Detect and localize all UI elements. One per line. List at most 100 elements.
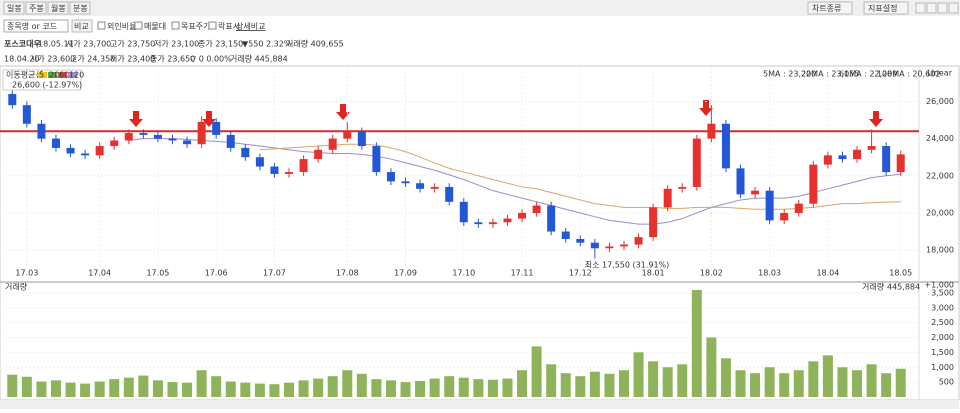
volume-bar	[182, 382, 193, 397]
candle-body	[765, 190, 774, 221]
volume-bar	[852, 370, 863, 397]
volume-bar	[822, 355, 833, 397]
dropdown-label[interactable]: 지표설정	[868, 3, 897, 13]
volume-bar	[65, 382, 76, 397]
volume-bar	[881, 373, 892, 397]
tab[interactable]	[47, 1, 69, 15]
volume-bar	[662, 367, 673, 397]
tab[interactable]	[3, 1, 25, 15]
volume-bar	[109, 379, 120, 397]
candle-body	[416, 183, 425, 189]
toolbar	[0, 0, 960, 16]
volume-bar	[677, 364, 688, 397]
candle-body	[197, 121, 206, 145]
candle-body	[853, 149, 862, 160]
checkbox-label[interactable]: 목표주가	[181, 22, 211, 31]
chart-frame	[0, 65, 960, 401]
candle-body	[66, 147, 75, 154]
volume-bar	[50, 380, 61, 397]
volume-bar	[691, 289, 702, 397]
candle-body	[649, 207, 658, 238]
candle-body	[590, 242, 599, 249]
info-item: ▽ 0 0.00%	[190, 55, 232, 64]
candle-body	[401, 181, 410, 184]
tab-label[interactable]: 분봉	[73, 4, 88, 13]
volume-bar	[342, 370, 353, 397]
y-tick-label: 20,000	[926, 208, 954, 217]
checkbox-label[interactable]: 외인비율	[107, 21, 136, 31]
dropdown[interactable]	[863, 1, 909, 15]
candle-body	[22, 105, 31, 124]
icon-button[interactable]	[915, 2, 926, 14]
search-placeholder[interactable]: 종목명 or 코드	[7, 21, 57, 31]
volume-bar	[764, 367, 775, 397]
volume-bar	[458, 377, 469, 397]
volume-bar	[589, 371, 600, 397]
x-tick-label: 18.05	[889, 269, 912, 278]
icon-button[interactable]	[948, 2, 959, 14]
candle-body	[882, 146, 891, 173]
volume-bar	[793, 370, 804, 397]
search-box[interactable]	[3, 19, 69, 33]
checkbox[interactable]	[134, 21, 143, 30]
volume-bar	[80, 383, 91, 397]
tab-label[interactable]: 주봉	[29, 4, 44, 13]
dropdown-label[interactable]: 차트종류	[812, 4, 841, 13]
x-tick-label: 17.06	[205, 269, 228, 278]
checkbox[interactable]	[171, 21, 180, 30]
candle-body	[678, 186, 687, 189]
volume-bar	[167, 382, 178, 397]
candle-body	[81, 153, 90, 156]
volume-bar	[123, 377, 134, 397]
candle-body	[794, 203, 803, 213]
ma-legend: 60MA : 22,089	[839, 70, 897, 79]
volume-bar	[444, 376, 455, 397]
info-date: 18.05.11	[38, 40, 74, 49]
volume-bar	[473, 379, 484, 397]
volume-bar	[152, 380, 163, 397]
volume-bar	[531, 346, 542, 397]
y-tick-label: 1,000	[931, 363, 954, 372]
volume-current-label: 거래량	[862, 282, 885, 292]
volume-bar	[517, 370, 528, 397]
tab-label[interactable]: 일봉	[7, 4, 22, 13]
checkbox-label[interactable]: 매물대	[144, 22, 166, 31]
tab[interactable]	[25, 1, 47, 15]
checkbox-label[interactable]: 락표시	[218, 21, 240, 31]
dropdown[interactable]	[807, 1, 853, 15]
candle-body	[736, 168, 745, 195]
icon-button[interactable]	[926, 2, 937, 14]
compare-button[interactable]	[71, 19, 93, 33]
candle-body	[780, 212, 789, 221]
volume-bar	[720, 358, 731, 397]
detail-link[interactable]: 상세비교	[236, 21, 265, 31]
y-tick-label: 3,500	[931, 288, 954, 297]
candle-body	[430, 186, 439, 189]
candle-body	[124, 133, 133, 141]
tab[interactable]	[69, 1, 91, 15]
tab-label[interactable]: 월봉	[51, 3, 66, 13]
legend-chip	[38, 72, 47, 78]
checkbox[interactable]	[208, 21, 217, 30]
candle-body	[386, 172, 395, 182]
candle-body	[488, 222, 497, 225]
icon-button[interactable]	[937, 2, 948, 14]
x-tick-label: 17.11	[511, 269, 534, 278]
info-item: 시가 23,700	[66, 40, 111, 49]
candle-body	[343, 131, 352, 139]
compare-label[interactable]: 비교	[74, 22, 89, 31]
volume-bar	[575, 376, 586, 397]
info-item: 거래량 445,884	[230, 54, 288, 64]
x-tick-label: 17.10	[452, 269, 475, 278]
volume-bar	[21, 376, 32, 397]
arrow	[129, 111, 143, 127]
candle-body	[809, 164, 818, 204]
max-label: 26,600 (-12.97%)	[12, 81, 82, 90]
volume-bar	[648, 361, 659, 397]
volume-current-value: 445,884	[887, 283, 920, 292]
checkbox[interactable]	[97, 21, 106, 30]
candle-body	[692, 138, 701, 187]
x-tick-label: 17.03	[15, 269, 38, 278]
candle-body	[634, 237, 643, 245]
